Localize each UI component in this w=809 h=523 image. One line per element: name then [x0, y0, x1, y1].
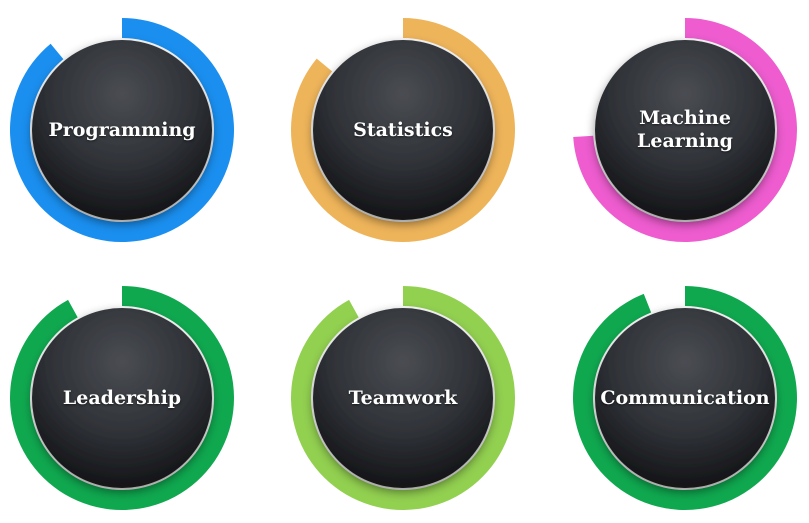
skill-disc	[32, 40, 212, 220]
skill-disc	[313, 308, 493, 488]
skill-disc	[595, 40, 775, 220]
skill-disc	[313, 40, 493, 220]
skill-disc	[32, 308, 212, 488]
skill-disc	[595, 308, 775, 488]
